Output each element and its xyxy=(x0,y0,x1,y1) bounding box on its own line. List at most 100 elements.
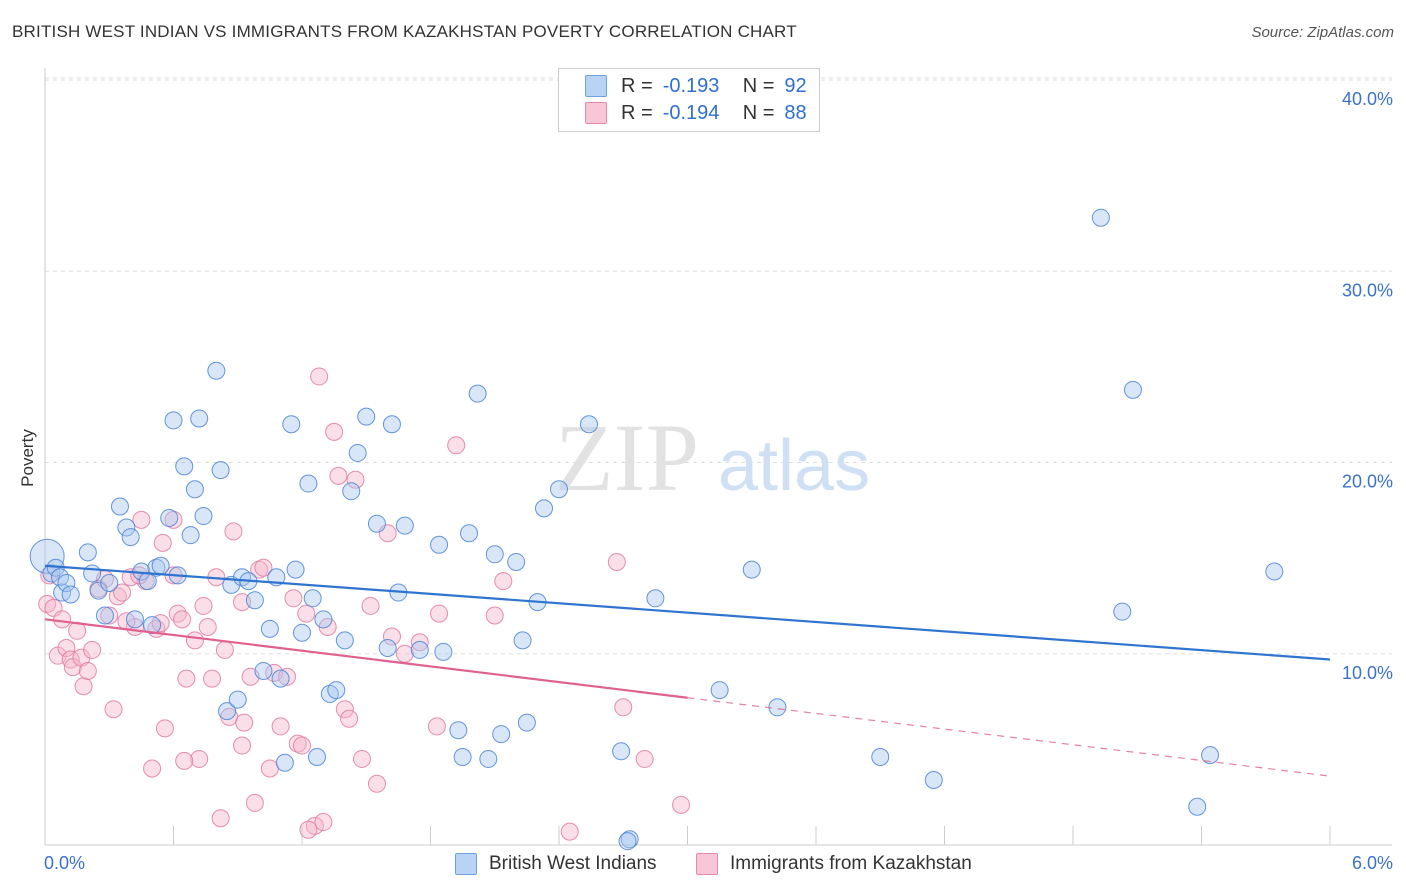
data-point xyxy=(310,367,329,386)
data-point xyxy=(215,640,234,659)
data-point xyxy=(185,480,204,499)
data-point xyxy=(254,558,273,577)
data-point xyxy=(153,533,172,552)
data-point xyxy=(329,466,348,485)
legend-row-pink: R = -0.194 N = 88 xyxy=(585,100,807,126)
legend-r-value-pink: -0.194 xyxy=(662,101,720,124)
data-point xyxy=(342,482,361,501)
data-point xyxy=(479,749,498,768)
bottom-legend-blue: British West Indians xyxy=(455,852,657,876)
data-point xyxy=(185,631,204,650)
data-point xyxy=(672,795,691,814)
data-point xyxy=(143,616,162,635)
data-point xyxy=(410,633,429,652)
data-point xyxy=(1201,746,1220,765)
data-point xyxy=(1188,797,1207,816)
data-point xyxy=(271,669,290,688)
data-point xyxy=(293,736,311,755)
data-point xyxy=(198,617,217,636)
data-point xyxy=(635,749,654,768)
data-point xyxy=(121,528,140,547)
watermark-zip: ZIP xyxy=(555,404,699,511)
data-point xyxy=(492,725,511,744)
data-point xyxy=(190,409,209,428)
data-point xyxy=(286,560,305,579)
data-point xyxy=(485,606,504,625)
data-point xyxy=(430,604,449,623)
data-point xyxy=(100,606,119,625)
legend-n-value-pink: 88 xyxy=(784,101,807,124)
data-point xyxy=(53,610,72,629)
data-point xyxy=(181,526,200,545)
legend-r-label: R = xyxy=(621,74,653,97)
data-point xyxy=(245,591,264,610)
data-point xyxy=(307,748,326,767)
data-point xyxy=(449,721,468,740)
data-point xyxy=(335,631,354,650)
data-point xyxy=(710,681,729,700)
data-point xyxy=(768,698,787,717)
data-point xyxy=(218,702,237,721)
trend-line-pink-dashed xyxy=(687,697,1331,777)
data-point xyxy=(233,736,252,755)
data-point xyxy=(164,411,183,430)
gridlines xyxy=(45,77,1392,655)
data-point xyxy=(155,719,174,738)
data-point xyxy=(173,610,192,629)
data-point xyxy=(177,669,196,688)
watermark: ZIP atlas xyxy=(555,404,870,511)
data-point xyxy=(235,713,254,732)
data-point xyxy=(517,713,536,732)
data-point xyxy=(113,583,132,602)
data-point xyxy=(434,642,453,661)
data-point xyxy=(175,751,194,770)
data-point xyxy=(742,560,761,579)
data-point xyxy=(132,510,151,529)
data-point xyxy=(194,507,213,526)
data-point xyxy=(282,415,301,434)
data-point xyxy=(535,499,554,518)
data-point xyxy=(175,457,194,476)
data-point xyxy=(427,717,446,736)
tick-labels: 10.0% 20.0% 30.0% 40.0% 0.0% 6.0% xyxy=(44,89,1393,873)
data-point xyxy=(924,770,943,789)
data-point xyxy=(513,631,532,650)
data-point xyxy=(382,415,401,434)
data-point xyxy=(494,572,513,591)
bottom-legend-pink: Immigrants from Kazakhstan xyxy=(696,852,972,876)
data-point xyxy=(340,709,359,728)
data-point xyxy=(378,639,397,658)
data-point xyxy=(211,461,230,480)
data-point xyxy=(367,514,386,533)
legend-r-label: R = xyxy=(621,101,653,124)
pink-swatch-icon xyxy=(696,853,718,875)
data-point xyxy=(207,361,226,380)
data-point xyxy=(303,589,322,608)
y-tick-label: 20.0% xyxy=(1342,472,1393,492)
data-point xyxy=(160,508,179,527)
data-point xyxy=(284,589,303,608)
trend-line-pink xyxy=(44,618,688,699)
data-point xyxy=(260,619,279,638)
data-point xyxy=(460,524,479,543)
data-point xyxy=(78,543,97,562)
data-point xyxy=(299,474,318,493)
legend-n-value-blue: 92 xyxy=(784,74,807,97)
data-point xyxy=(1123,380,1142,399)
chart-title: BRITISH WEST INDIAN VS IMMIGRANTS FROM K… xyxy=(12,22,797,41)
data-point xyxy=(293,623,311,642)
data-point xyxy=(228,690,247,709)
data-point xyxy=(1091,208,1110,227)
correlation-legend: R = -0.193 N = 92 R = -0.194 N = 88 xyxy=(558,68,820,132)
blue-swatch-icon xyxy=(585,75,607,97)
data-point xyxy=(254,661,273,680)
pink-swatch-icon xyxy=(585,102,607,124)
y-tick-label: 30.0% xyxy=(1342,280,1393,300)
data-point xyxy=(361,596,380,615)
data-point xyxy=(348,443,367,462)
y-axis-label: Poverty xyxy=(18,429,37,487)
data-point xyxy=(579,415,598,434)
data-point xyxy=(297,604,316,623)
data-point xyxy=(275,753,294,772)
data-point xyxy=(346,470,365,489)
